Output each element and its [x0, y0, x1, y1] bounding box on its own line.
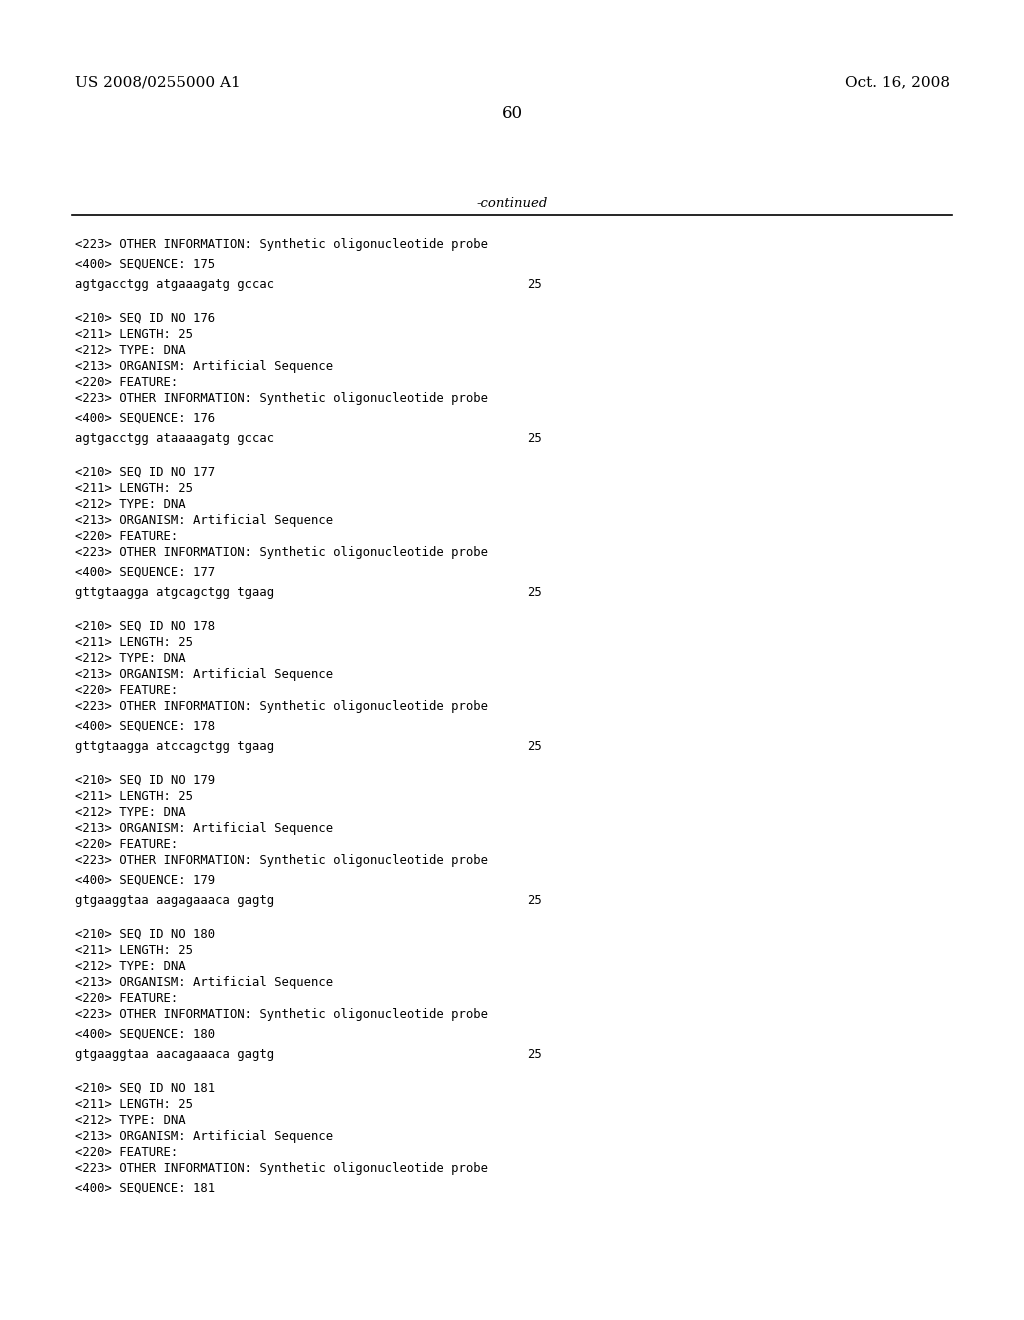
Text: <210> SEQ ID NO 176: <210> SEQ ID NO 176 [75, 312, 215, 325]
Text: 25: 25 [527, 741, 542, 752]
Text: agtgacctgg atgaaagatg gccac: agtgacctgg atgaaagatg gccac [75, 279, 274, 290]
Text: <212> TYPE: DNA: <212> TYPE: DNA [75, 1114, 185, 1127]
Text: gttgtaagga atgcagctgg tgaag: gttgtaagga atgcagctgg tgaag [75, 586, 274, 599]
Text: 25: 25 [527, 586, 542, 599]
Text: <212> TYPE: DNA: <212> TYPE: DNA [75, 807, 185, 818]
Text: <223> OTHER INFORMATION: Synthetic oligonucleotide probe: <223> OTHER INFORMATION: Synthetic oligo… [75, 700, 488, 713]
Text: gtgaaggtaa aacagaaaca gagtg: gtgaaggtaa aacagaaaca gagtg [75, 1048, 274, 1061]
Text: <212> TYPE: DNA: <212> TYPE: DNA [75, 960, 185, 973]
Text: 25: 25 [527, 894, 542, 907]
Text: <400> SEQUENCE: 177: <400> SEQUENCE: 177 [75, 566, 215, 579]
Text: <211> LENGTH: 25: <211> LENGTH: 25 [75, 789, 193, 803]
Text: <223> OTHER INFORMATION: Synthetic oligonucleotide probe: <223> OTHER INFORMATION: Synthetic oligo… [75, 546, 488, 558]
Text: Oct. 16, 2008: Oct. 16, 2008 [845, 75, 950, 88]
Text: <210> SEQ ID NO 177: <210> SEQ ID NO 177 [75, 466, 215, 479]
Text: <400> SEQUENCE: 180: <400> SEQUENCE: 180 [75, 1028, 215, 1041]
Text: <211> LENGTH: 25: <211> LENGTH: 25 [75, 944, 193, 957]
Text: <220> FEATURE:: <220> FEATURE: [75, 531, 178, 543]
Text: <213> ORGANISM: Artificial Sequence: <213> ORGANISM: Artificial Sequence [75, 513, 333, 527]
Text: <212> TYPE: DNA: <212> TYPE: DNA [75, 498, 185, 511]
Text: <211> LENGTH: 25: <211> LENGTH: 25 [75, 636, 193, 649]
Text: <213> ORGANISM: Artificial Sequence: <213> ORGANISM: Artificial Sequence [75, 975, 333, 989]
Text: <223> OTHER INFORMATION: Synthetic oligonucleotide probe: <223> OTHER INFORMATION: Synthetic oligo… [75, 238, 488, 251]
Text: <212> TYPE: DNA: <212> TYPE: DNA [75, 345, 185, 356]
Text: gttgtaagga atccagctgg tgaag: gttgtaagga atccagctgg tgaag [75, 741, 274, 752]
Text: <220> FEATURE:: <220> FEATURE: [75, 838, 178, 851]
Text: <223> OTHER INFORMATION: Synthetic oligonucleotide probe: <223> OTHER INFORMATION: Synthetic oligo… [75, 854, 488, 867]
Text: <210> SEQ ID NO 181: <210> SEQ ID NO 181 [75, 1082, 215, 1096]
Text: <220> FEATURE:: <220> FEATURE: [75, 993, 178, 1005]
Text: <210> SEQ ID NO 179: <210> SEQ ID NO 179 [75, 774, 215, 787]
Text: <223> OTHER INFORMATION: Synthetic oligonucleotide probe: <223> OTHER INFORMATION: Synthetic oligo… [75, 1162, 488, 1175]
Text: -continued: -continued [476, 197, 548, 210]
Text: <213> ORGANISM: Artificial Sequence: <213> ORGANISM: Artificial Sequence [75, 360, 333, 374]
Text: <400> SEQUENCE: 179: <400> SEQUENCE: 179 [75, 874, 215, 887]
Text: 60: 60 [502, 106, 522, 121]
Text: <400> SEQUENCE: 176: <400> SEQUENCE: 176 [75, 412, 215, 425]
Text: <400> SEQUENCE: 181: <400> SEQUENCE: 181 [75, 1181, 215, 1195]
Text: <212> TYPE: DNA: <212> TYPE: DNA [75, 652, 185, 665]
Text: <210> SEQ ID NO 178: <210> SEQ ID NO 178 [75, 620, 215, 634]
Text: <210> SEQ ID NO 180: <210> SEQ ID NO 180 [75, 928, 215, 941]
Text: 25: 25 [527, 432, 542, 445]
Text: <220> FEATURE:: <220> FEATURE: [75, 684, 178, 697]
Text: gtgaaggtaa aagagaaaca gagtg: gtgaaggtaa aagagaaaca gagtg [75, 894, 274, 907]
Text: <211> LENGTH: 25: <211> LENGTH: 25 [75, 482, 193, 495]
Text: 25: 25 [527, 1048, 542, 1061]
Text: <213> ORGANISM: Artificial Sequence: <213> ORGANISM: Artificial Sequence [75, 822, 333, 836]
Text: <211> LENGTH: 25: <211> LENGTH: 25 [75, 327, 193, 341]
Text: <400> SEQUENCE: 175: <400> SEQUENCE: 175 [75, 257, 215, 271]
Text: <220> FEATURE:: <220> FEATURE: [75, 1146, 178, 1159]
Text: <211> LENGTH: 25: <211> LENGTH: 25 [75, 1098, 193, 1111]
Text: agtgacctgg ataaaagatg gccac: agtgacctgg ataaaagatg gccac [75, 432, 274, 445]
Text: <400> SEQUENCE: 178: <400> SEQUENCE: 178 [75, 719, 215, 733]
Text: <213> ORGANISM: Artificial Sequence: <213> ORGANISM: Artificial Sequence [75, 668, 333, 681]
Text: US 2008/0255000 A1: US 2008/0255000 A1 [75, 75, 241, 88]
Text: <220> FEATURE:: <220> FEATURE: [75, 376, 178, 389]
Text: <213> ORGANISM: Artificial Sequence: <213> ORGANISM: Artificial Sequence [75, 1130, 333, 1143]
Text: <223> OTHER INFORMATION: Synthetic oligonucleotide probe: <223> OTHER INFORMATION: Synthetic oligo… [75, 1008, 488, 1020]
Text: 25: 25 [527, 279, 542, 290]
Text: <223> OTHER INFORMATION: Synthetic oligonucleotide probe: <223> OTHER INFORMATION: Synthetic oligo… [75, 392, 488, 405]
